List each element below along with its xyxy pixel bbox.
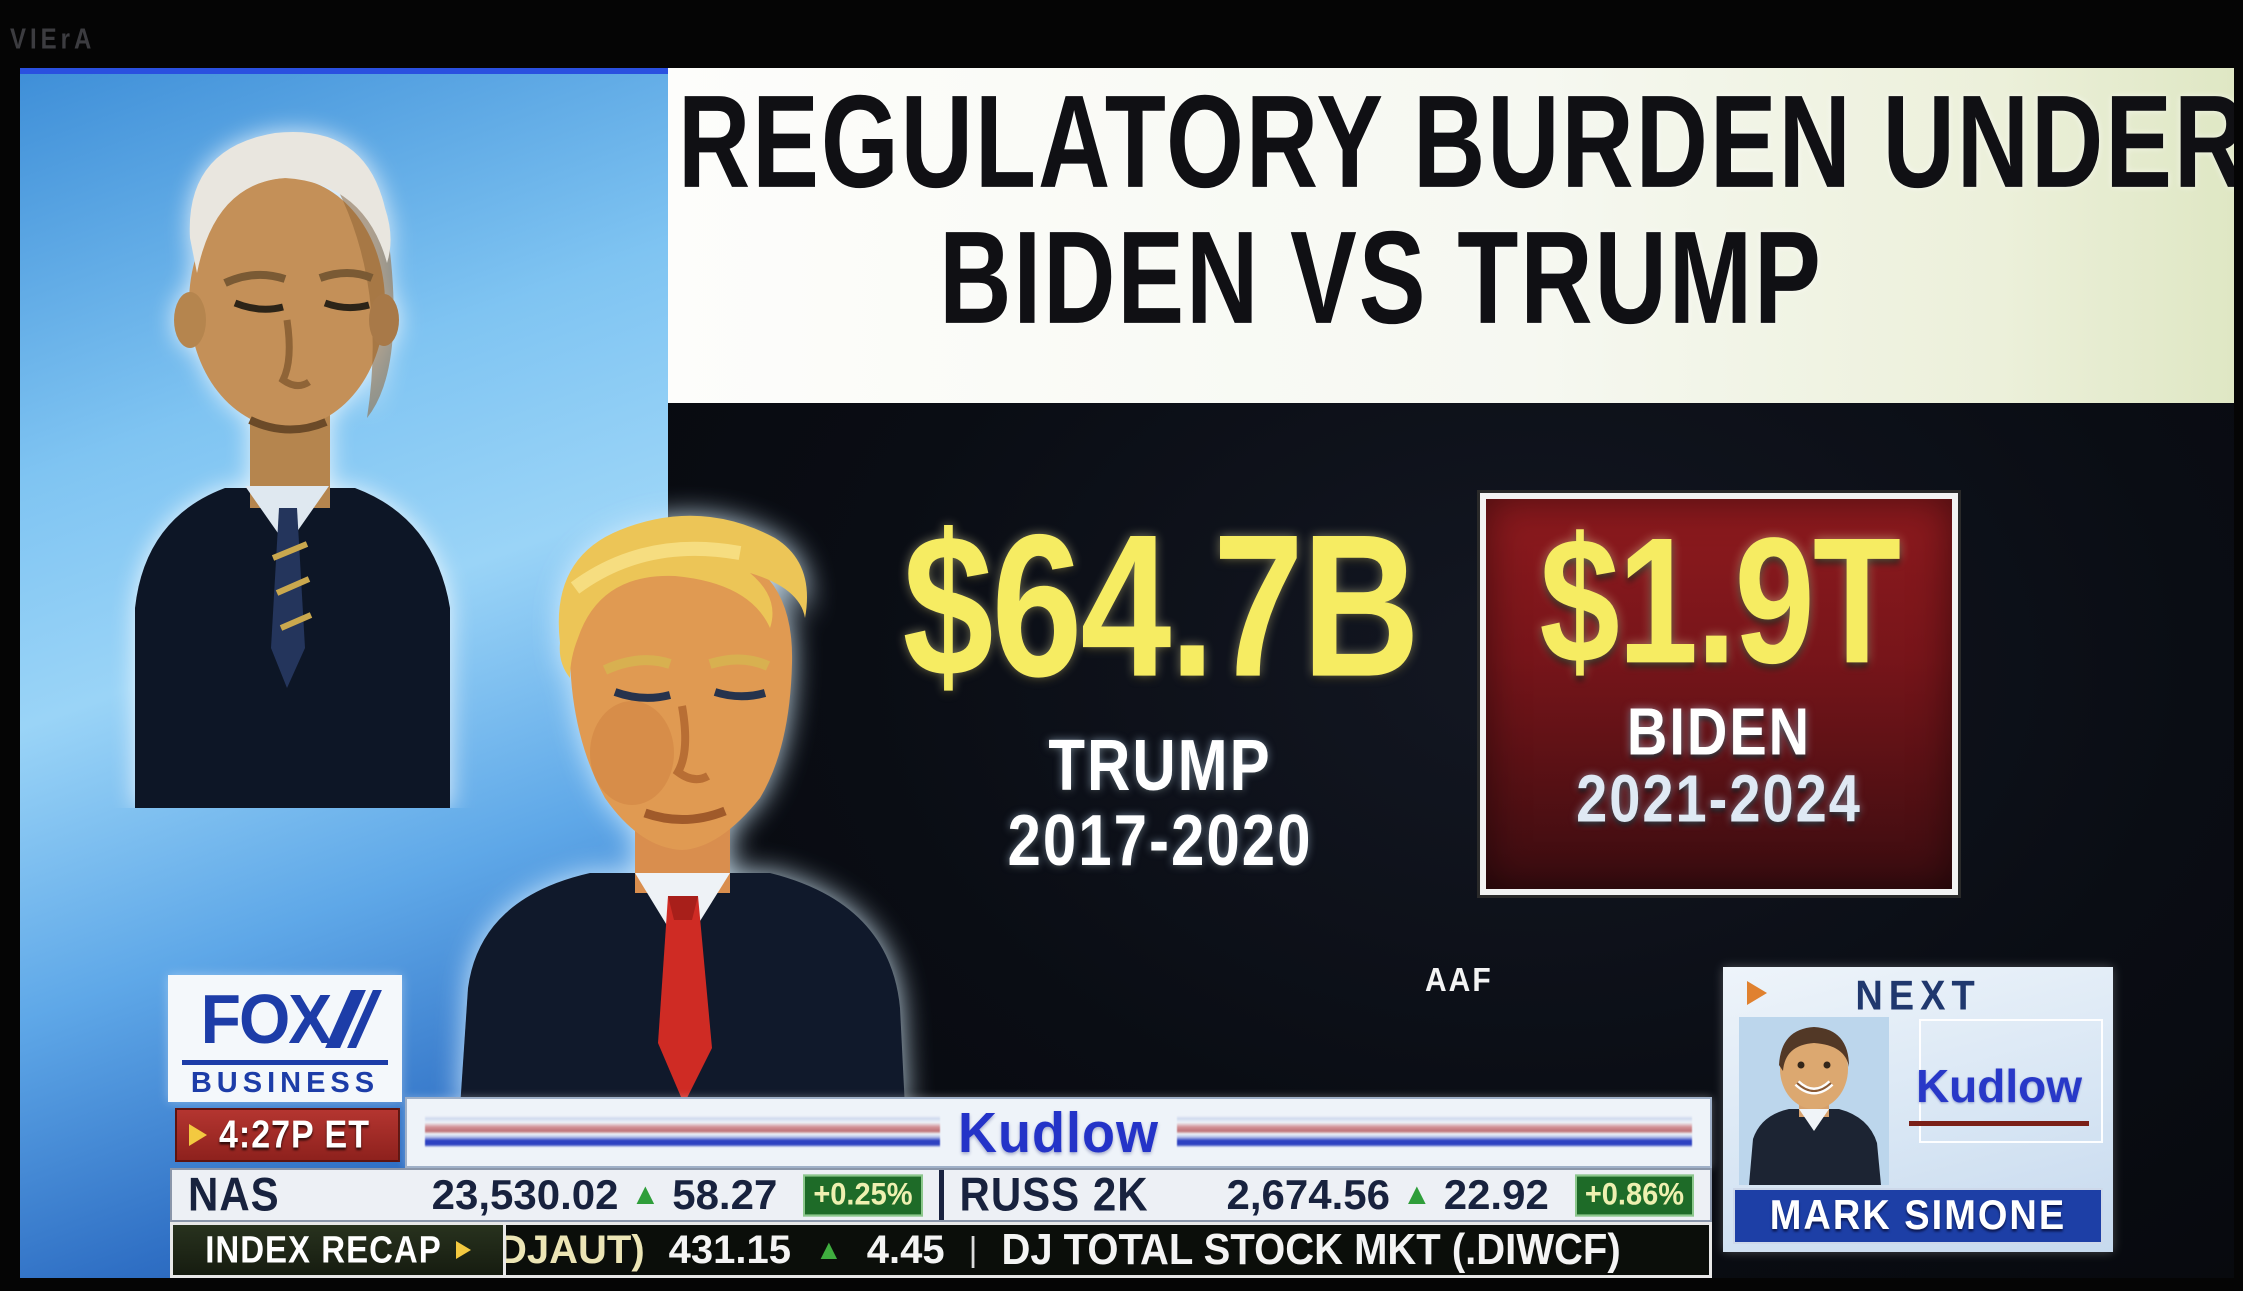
up-triangle-icon: ▲ [630,1178,661,1211]
next-header: NEXT [1723,967,2113,1020]
quote-symbol: NAS [188,1168,280,1221]
time-bug: 4:27P ET [175,1108,400,1162]
headline-line1: REGULATORY BURDEN UNDER [678,68,2234,216]
recap-change: 4.45 [866,1227,945,1272]
trump-photo [420,468,940,1108]
play-icon [189,1124,207,1146]
fox-logo-divider [182,1060,388,1065]
next-up-panel: NEXT Kudlow [1723,967,2113,1252]
quote-last: 23,530.02 [431,1171,619,1218]
recap-next-item: DJ TOTAL STOCK MKT (.DIWCF) [1001,1225,1621,1274]
biden-label: BIDEN [1626,693,1812,770]
next-label: NEXT [1855,973,1981,1020]
quote-last: 2,674.56 [1226,1171,1391,1218]
index-recap-content: DJAUT) 431.15 ▲ 4.45 | DJ TOTAL STOCK MK… [506,1225,1709,1275]
next-show-logo: Kudlow [1915,1060,2083,1112]
recap-separator: | [968,1230,978,1269]
broadcast-screen: REGULATORY BURDEN UNDER BIDEN VS TRUMP [20,68,2234,1278]
up-triangle-icon: ▲ [1402,1178,1432,1211]
guest-name: MARK SIMONE [1769,1192,2067,1239]
trump-stat: $64.7B TRUMP 2017-2020 [830,505,1490,879]
ticker-quotes-row: NAS 23,530.02 ▲ 58.27 +0.25% RUSS 2K 2,6… [170,1168,1712,1222]
quote-nas: NAS 23,530.02 ▲ 58.27 +0.25% [172,1168,939,1221]
biden-photo [75,88,495,808]
sparkline-decoration-right [1176,1108,1692,1157]
quote-symbol: RUSS 2K [959,1168,1149,1221]
quote-russ2k: RUSS 2K 2,674.56 ▲ 22.92 +0.86% [938,1168,1711,1221]
tv-brand-logo: VIErA [10,23,96,56]
time-text: 4:27P ET [219,1112,371,1157]
fox-wordmark: FOX [200,980,333,1058]
up-triangle-icon: ▲ [815,1234,843,1265]
index-recap-label: INDEX RECAP [205,1228,442,1271]
headline-line2: BIDEN VS TRUMP [939,204,1823,352]
index-recap-row: INDEX RECAP DJAUT) 431.15 ▲ 4.45 | DJ TO… [170,1222,1712,1278]
quote-percent-badge: +0.25% [803,1173,923,1217]
biden-stat-box: $1.9T BIDEN 2021-2024 [1477,490,1961,898]
logo-frame-decoration [1919,1019,2103,1143]
next-show-logo-box: Kudlow [1895,1019,2103,1175]
trump-label: TRUMP [1048,725,1272,806]
play-icon [455,1241,471,1259]
source-attribution: AAF [1425,962,1493,999]
biden-years: 2021-2024 [1576,760,1862,836]
play-icon [1747,981,1767,1005]
quote-percent-badge: +0.86% [1574,1173,1694,1217]
fox-logo-row: FOX [168,975,402,1058]
show-logo: Kudlow [958,1101,1159,1164]
show-banner: Kudlow [405,1097,1712,1168]
guest-name-bar: MARK SIMONE [1733,1188,2103,1244]
headline: REGULATORY BURDEN UNDER BIDEN VS TRUMP [668,68,2234,344]
quote-change: 22.92 [1443,1171,1549,1218]
quote-change: 58.27 [672,1171,778,1218]
recap-symbol: DJAUT) [506,1227,645,1272]
fox-business-logo: FOX BUSINESS [168,975,402,1102]
trump-years: 2017-2020 [1007,800,1313,881]
sparkline-decoration-left [425,1108,941,1157]
guest-photo [1739,1017,1889,1185]
recap-last: 431.15 [668,1227,792,1272]
fox-searchlight-icon [325,990,383,1048]
headline-band: REGULATORY BURDEN UNDER BIDEN VS TRUMP [668,68,2234,403]
trump-amount: $64.7B [902,492,1419,720]
logo-underline [1909,1121,2089,1126]
fox-business-wordmark: BUSINESS [190,1067,380,1099]
biden-amount: $1.9T [1539,500,1901,702]
index-recap-label-box: INDEX RECAP [173,1225,506,1275]
